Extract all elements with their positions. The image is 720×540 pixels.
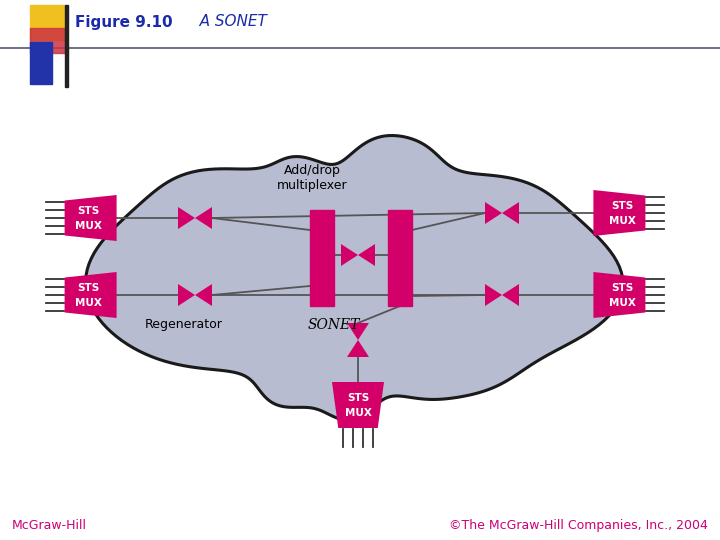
Bar <box>30 28 65 53</box>
Text: STS: STS <box>77 206 99 216</box>
Text: STS: STS <box>611 283 633 293</box>
Polygon shape <box>341 244 358 266</box>
Text: MUX: MUX <box>75 221 102 231</box>
Polygon shape <box>332 382 384 428</box>
Polygon shape <box>593 272 645 318</box>
Polygon shape <box>347 323 369 340</box>
Bar <box>30 42 52 84</box>
Text: Add/drop
multiplexer: Add/drop multiplexer <box>276 164 347 192</box>
Text: MUX: MUX <box>75 298 102 308</box>
Polygon shape <box>593 190 645 236</box>
Polygon shape <box>65 195 117 241</box>
Text: STS: STS <box>77 283 99 293</box>
Polygon shape <box>502 284 519 306</box>
Polygon shape <box>86 136 623 420</box>
Polygon shape <box>65 272 117 318</box>
Polygon shape <box>347 340 369 357</box>
Bar <box>388 210 412 306</box>
Bar <box>310 210 334 306</box>
Polygon shape <box>195 284 212 306</box>
Polygon shape <box>195 207 212 229</box>
Text: Regenerator: Regenerator <box>145 318 223 331</box>
Text: MUX: MUX <box>345 408 372 418</box>
Text: STS: STS <box>611 201 633 211</box>
Text: MUX: MUX <box>608 298 636 308</box>
Bar <box>30 5 65 40</box>
Polygon shape <box>485 284 502 306</box>
Text: Figure 9.10: Figure 9.10 <box>75 15 173 30</box>
Text: A SONET: A SONET <box>185 15 267 30</box>
Polygon shape <box>485 202 502 224</box>
Text: SONET: SONET <box>308 318 361 332</box>
Text: MUX: MUX <box>608 216 636 226</box>
Polygon shape <box>358 244 375 266</box>
Text: ©The McGraw-Hill Companies, Inc., 2004: ©The McGraw-Hill Companies, Inc., 2004 <box>449 519 708 532</box>
Bar <box>65 5 68 87</box>
Text: McGraw-Hill: McGraw-Hill <box>12 519 87 532</box>
Polygon shape <box>178 207 195 229</box>
Polygon shape <box>502 202 519 224</box>
Text: STS: STS <box>347 393 369 403</box>
Polygon shape <box>178 284 195 306</box>
